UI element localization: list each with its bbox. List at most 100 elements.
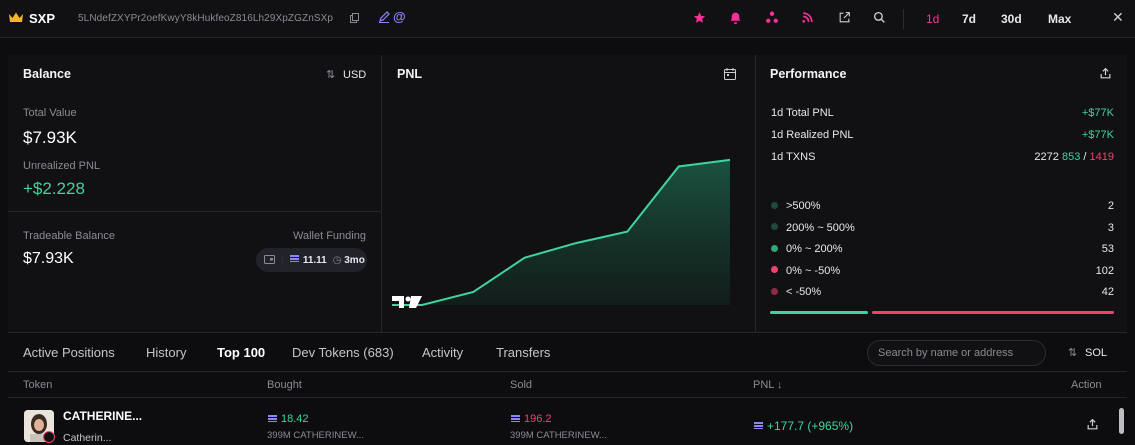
bought-value: 18.42 <box>268 413 309 425</box>
token-symbol: SXP <box>29 11 56 26</box>
wallet-icon <box>264 254 275 267</box>
rss-icon[interactable] <box>801 11 814 27</box>
star-icon[interactable] <box>693 11 706 27</box>
token-subname: Catherin... <box>63 432 112 444</box>
timeframe-7d[interactable]: 7d <box>962 12 977 26</box>
sold-value: 196.2 <box>511 413 552 425</box>
realized-pnl-label: 1d Realized PNL <box>771 129 854 141</box>
crown-icon <box>8 11 24 26</box>
copy-icon[interactable] <box>350 12 359 26</box>
bucket-label: 200% ~ 500% <box>786 221 855 234</box>
bucket-dot-icon <box>771 287 778 295</box>
tab-history[interactable]: History <box>146 345 187 360</box>
txns-values: 2272 853 / 1419 <box>1034 151 1114 163</box>
tradeable-balance-value: $7.93K <box>23 250 74 267</box>
unrealized-pnl-value: +$2.228 <box>23 179 85 198</box>
divider <box>903 9 904 29</box>
realized-pnl-value: +$77K <box>1081 129 1114 141</box>
bucket-count: 42 <box>1101 286 1114 298</box>
sort-arrows-icon[interactable]: ⇅ <box>1068 347 1078 359</box>
bucket-count: 102 <box>1095 264 1114 277</box>
tradeable-balance-label: Tradeable Balance <box>23 230 115 242</box>
pnl-line <box>392 158 731 306</box>
funding-age: 3mo <box>344 254 365 266</box>
close-icon[interactable]: ✕ <box>1112 9 1124 25</box>
bucket-row: 200% ~ 500% 3 <box>771 222 1114 238</box>
balance-title: Balance <box>23 67 71 81</box>
share-icon[interactable] <box>1099 67 1112 83</box>
clock-icon: ◷ <box>332 254 342 266</box>
performance-panel <box>756 55 1127 332</box>
share-icon[interactable] <box>1086 418 1099 434</box>
timeframe-30d[interactable]: 30d <box>1001 12 1022 26</box>
token-name: CATHERINE... <box>63 409 143 423</box>
scrollbar-thumb[interactable] <box>1119 408 1124 434</box>
distribution-bar-green <box>770 311 868 314</box>
unrealized-pnl-label: Unrealized PNL <box>23 160 101 172</box>
unit-toggle[interactable]: SOL <box>1085 347 1108 359</box>
tab-top-100[interactable]: Top 100 <box>217 345 266 360</box>
tab-dev-tokens[interactable]: Dev Tokens (683) <box>292 345 394 360</box>
pnl-title: PNL <box>397 67 422 81</box>
col-action: Action <box>1071 379 1102 391</box>
col-token: Token <box>23 379 53 391</box>
total-pnl-value: +$77K <box>1081 107 1114 119</box>
bucket-label: 0% ~ -50% <box>786 264 841 277</box>
bucket-row: >500% 2 <box>771 200 1114 216</box>
bucket-dot-icon <box>771 266 778 274</box>
bucket-row: 0% ~ -50% 102 <box>771 265 1114 281</box>
total-value: $7.93K <box>23 128 77 147</box>
balance-panel <box>8 55 382 332</box>
txns-row: 1d TXNS 2272 853 / 1419 <box>771 151 1114 167</box>
bucket-dot-icon <box>771 244 778 252</box>
txns-total: 2272 <box>1034 151 1059 163</box>
wallet-funding-pill[interactable]: | 11.11 ◷ 3mo <box>256 248 367 272</box>
timeframe-max[interactable]: Max <box>1048 12 1072 26</box>
sort-arrows-icon[interactable]: ⇅ <box>326 69 336 81</box>
solana-icon <box>289 255 299 263</box>
edit-icon[interactable] <box>378 11 390 26</box>
wallet-address[interactable]: 5LNdefZXYPr2oefKwyY8kHukfeoZ816Lh29XpZGZ… <box>78 13 334 24</box>
bucket-dot-icon <box>771 223 778 231</box>
tab-active-positions[interactable]: Active Positions <box>23 345 115 360</box>
bell-icon[interactable] <box>729 11 742 28</box>
distribution-bar-red <box>872 311 1114 314</box>
performance-title: Performance <box>770 67 847 81</box>
tradingview-logo <box>392 296 422 308</box>
solana-icon <box>511 414 520 422</box>
timeframe-1d[interactable]: 1d <box>926 12 940 26</box>
search-icon[interactable] <box>873 11 886 27</box>
txns-separator: / <box>1083 151 1087 163</box>
search-input[interactable] <box>867 340 1046 366</box>
col-pnl[interactable]: PNL ↓ <box>753 379 783 391</box>
divider <box>8 211 381 212</box>
at-mention-icon[interactable]: @ <box>393 9 406 24</box>
sold-tokens: 399M CATHERINEW... <box>510 430 607 441</box>
external-link-icon[interactable] <box>838 11 851 27</box>
creator-badge-icon <box>43 431 55 443</box>
bucket-count: 3 <box>1107 221 1114 234</box>
funding-amount: 11.11 <box>302 254 327 266</box>
realized-pnl-row: 1d Realized PNL +$77K <box>771 129 1114 145</box>
col-sold: Sold <box>510 379 533 391</box>
tab-transfers[interactable]: Transfers <box>496 345 551 360</box>
bought-tokens: 399M CATHERINEW... <box>267 430 364 441</box>
tab-activity[interactable]: Activity <box>422 345 464 360</box>
bucket-label: >500% <box>786 200 821 212</box>
divider <box>8 332 1127 333</box>
pnl-chart <box>392 158 731 308</box>
currency-toggle[interactable]: USD <box>343 69 367 81</box>
solana-icon <box>268 414 277 422</box>
bucket-label: 0% ~ 200% <box>786 243 843 255</box>
total-pnl-label: 1d Total PNL <box>771 107 834 119</box>
calendar-icon[interactable] <box>724 68 736 83</box>
share-nodes-icon[interactable] <box>765 11 779 27</box>
solana-icon <box>754 422 763 430</box>
bucket-count: 2 <box>1107 200 1114 212</box>
divider <box>8 397 1127 398</box>
bucket-row: < -50% 42 <box>771 286 1114 302</box>
wallet-funding-label: Wallet Funding <box>293 230 366 242</box>
pnl-value: +177.7 (+965%) <box>754 419 853 433</box>
bucket-count: 53 <box>1101 243 1114 255</box>
bucket-dot-icon <box>771 201 778 209</box>
